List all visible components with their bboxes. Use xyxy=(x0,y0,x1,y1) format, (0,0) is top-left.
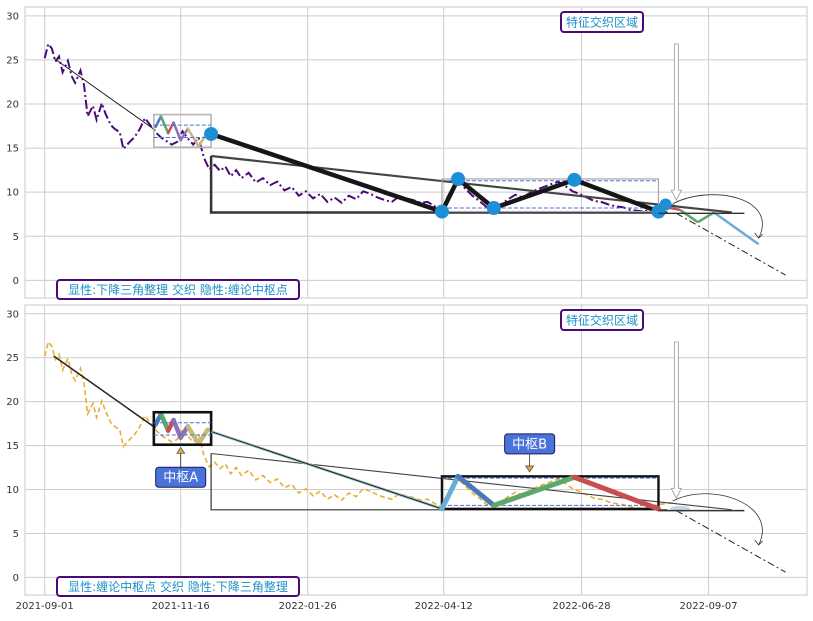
x-tick-label: 2022-06-28 xyxy=(552,601,610,612)
pattern-label-box xyxy=(56,279,300,300)
hub-a-stroke xyxy=(166,121,175,135)
turning-point xyxy=(659,198,672,211)
trend-line xyxy=(53,355,157,429)
turning-point xyxy=(486,201,501,216)
y-tick-label: 5 xyxy=(13,232,19,243)
hub-a-stroke xyxy=(159,115,170,135)
pattern-label-box xyxy=(56,576,300,597)
hub-label-text: 中枢B xyxy=(512,437,547,452)
projection-line xyxy=(676,212,786,276)
chan-stroke xyxy=(439,473,461,512)
region-arrow xyxy=(670,43,683,202)
x-tick-label: 2021-11-16 xyxy=(152,601,210,612)
hub-label-arrow-head xyxy=(176,446,186,454)
hub-label-arrow-head xyxy=(525,465,535,473)
y-tick-label: 10 xyxy=(6,188,19,199)
projection-line xyxy=(676,510,786,573)
region-label-text: 特征交织区域 xyxy=(566,15,638,30)
curve-arrow xyxy=(672,194,763,239)
hub-b-box xyxy=(441,178,660,213)
chan-stroke xyxy=(491,177,577,211)
hub-a-stroke xyxy=(158,411,171,433)
future-stroke xyxy=(697,211,715,224)
hub-label-text: 中枢A xyxy=(163,471,198,486)
x-tick-label: 2022-04-12 xyxy=(415,601,473,612)
pattern-label-text: 显性:下降三角整理 交织 隐性:缠论中枢点 xyxy=(68,282,288,297)
chan-stroke xyxy=(491,474,577,508)
y-tick-label: 20 xyxy=(6,100,19,111)
y-tick-label: 20 xyxy=(6,397,19,408)
triangle-base xyxy=(209,156,668,214)
region-label-box xyxy=(560,309,644,331)
pattern-label-text: 显性:缠论中枢点 交织 隐性:下降三角整理 xyxy=(68,579,288,594)
region-arrow xyxy=(670,341,683,500)
region-label-text: 特征交织区域 xyxy=(566,313,638,328)
trend-line xyxy=(53,57,156,131)
turning-point xyxy=(204,126,219,141)
hub-b-box xyxy=(440,475,660,511)
future-stroke xyxy=(713,211,760,246)
y-tick-label: 15 xyxy=(6,441,19,452)
y-tick-label: 15 xyxy=(6,144,19,155)
x-tick-label: 2021-09-01 xyxy=(16,601,74,612)
price-series-line xyxy=(43,41,677,213)
curve-arrow xyxy=(672,493,763,546)
hub-a-stroke xyxy=(179,127,190,142)
chan-stroke xyxy=(455,176,497,211)
plot-frame xyxy=(24,6,808,299)
turning-point xyxy=(434,204,449,219)
hub-a-box xyxy=(152,410,213,447)
x-tick-label: 2022-09-07 xyxy=(680,601,738,612)
bottom-panel: 0 5 10 15 20 25 30 2021-09-01 2021-11-16 2022-01-… xyxy=(6,304,808,612)
y-tick-label: 25 xyxy=(6,55,19,66)
y-tick-label: 5 xyxy=(13,529,19,540)
turning-point xyxy=(451,171,466,186)
y-tick-label: 0 xyxy=(13,573,19,584)
turning-point xyxy=(567,172,582,187)
curve-arrow-head xyxy=(754,539,763,546)
x-tick-label: 2022-01-26 xyxy=(279,601,337,612)
y-tick-label: 10 xyxy=(6,485,19,496)
y-tick-label: 0 xyxy=(13,276,19,287)
y-tick-label: 25 xyxy=(6,353,19,364)
chan-stroke-core xyxy=(210,431,443,510)
future-stroke xyxy=(679,208,699,224)
price-series-line xyxy=(43,340,677,510)
curve-arrow-head xyxy=(754,232,763,239)
hub-a-stroke xyxy=(196,427,210,447)
y-tick-label: 30 xyxy=(6,309,19,320)
chan-stroke xyxy=(571,474,661,512)
region-label-box xyxy=(560,11,644,33)
chan-stroke xyxy=(208,131,445,214)
plot-frame xyxy=(24,304,808,596)
y-tick-label: 30 xyxy=(6,11,19,22)
triangle-upper-line xyxy=(211,452,732,511)
chan-stroke xyxy=(455,473,497,508)
chan-stroke xyxy=(572,177,661,214)
